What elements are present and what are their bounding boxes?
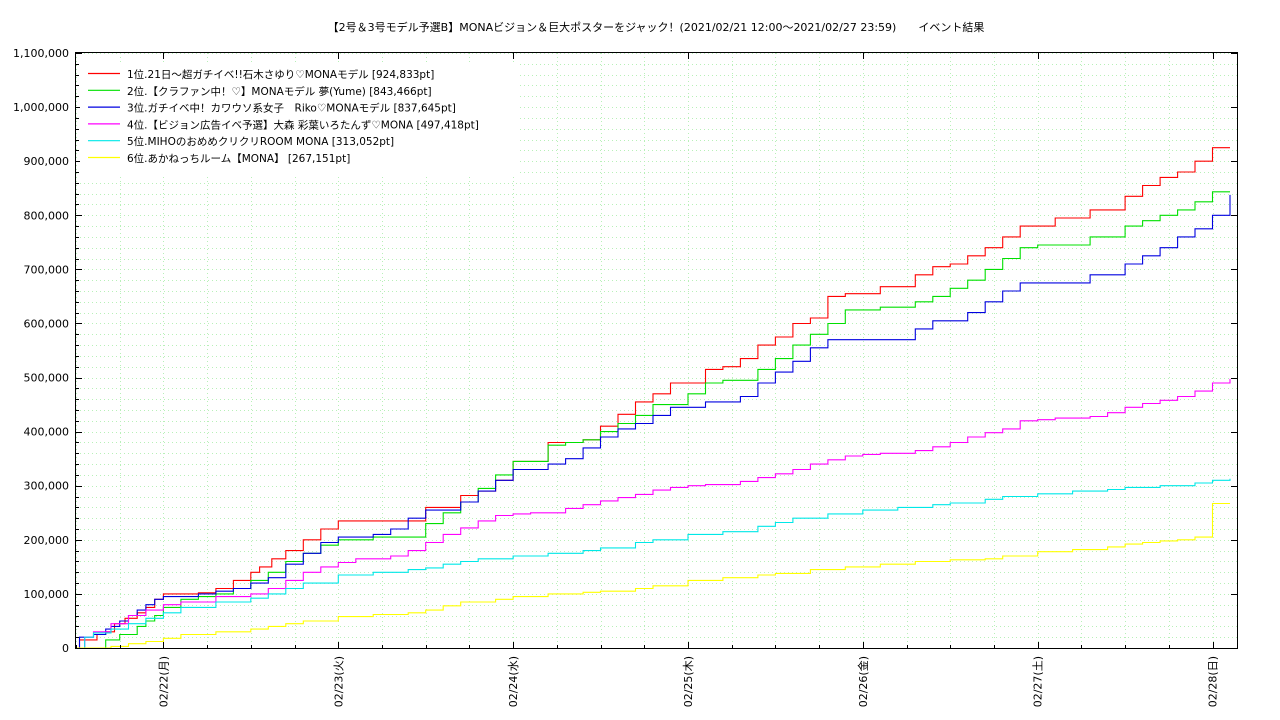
x-tick-label: 02/27(土) xyxy=(1032,656,1045,707)
y-tick-label: 200,000 xyxy=(24,534,70,547)
series-line-4 xyxy=(76,378,1231,649)
axis-layer: 0 100,000 200,000 300,000 400,000 500,000 600,… xyxy=(13,47,1237,707)
y-tick-label: 500,000 xyxy=(24,372,70,385)
x-tick-label: 02/25(木) xyxy=(682,656,695,707)
y-tick-label: 700,000 xyxy=(24,263,70,276)
plot-frame xyxy=(75,52,1238,649)
y-tick-label: 600,000 xyxy=(24,317,70,330)
series-layer xyxy=(76,147,1231,649)
legend: 1位.21日〜超ガチイベ!!石木さゆり♡MONAモデル [924,833pt] 2… xyxy=(80,64,520,176)
legend-label-4: 4位.【ビジョン広告イベ予選】大森 彩葉いろたんず♡MONA [497,418p… xyxy=(127,118,479,131)
legend-box xyxy=(80,64,520,176)
series-line-6 xyxy=(76,502,1230,649)
x-tick-label: 02/26(金) xyxy=(856,656,870,707)
x-tick-label: 02/23(火) xyxy=(332,656,345,707)
legend-label-2: 2位.【クラファン中！♡】MONAモデル 夢(Yume) [843,466pt] xyxy=(127,85,432,98)
chart-title: 【2号＆3号モデル予選B】MONAビジョン＆巨大ポスターをジャック！(2021/… xyxy=(328,20,985,34)
y-tick-label: 300,000 xyxy=(24,480,70,493)
series-line-1 xyxy=(76,147,1230,649)
legend-label-3: 3位.ガチイベ中！カワウソ系女子 Riko♡MONAモデル [837,645pt… xyxy=(127,102,456,115)
y-tick-label: 400,000 xyxy=(24,426,70,439)
series-line-3 xyxy=(76,194,1231,649)
legend-label-6: 6位.あかねっちルーム【MONA】 [267,151pt] xyxy=(127,152,350,165)
x-tick-label: 02/28(日) xyxy=(1207,656,1220,707)
y-tick-label: 1,000,000 xyxy=(13,101,69,114)
y-tick-label: 900,000 xyxy=(24,155,70,168)
y-tick-label: 1,100,000 xyxy=(13,47,69,60)
y-tick-label: 800,000 xyxy=(24,209,70,222)
legend-label-5: 5位.MIHOのおめめクリクリROOM MONA [313,052pt] xyxy=(127,135,394,148)
grid-layer xyxy=(76,53,1237,649)
legend-label-1: 1位.21日〜超ガチイベ!!石木さゆり♡MONAモデル [924,833pt] xyxy=(127,68,434,81)
series-line-5 xyxy=(76,478,1231,649)
y-tick-label: 0 xyxy=(62,642,69,655)
y-tick-label: 100,000 xyxy=(24,588,70,601)
x-tick-label: 02/24(水) xyxy=(507,656,520,707)
x-tick-label: 02/22(月) xyxy=(157,656,170,707)
